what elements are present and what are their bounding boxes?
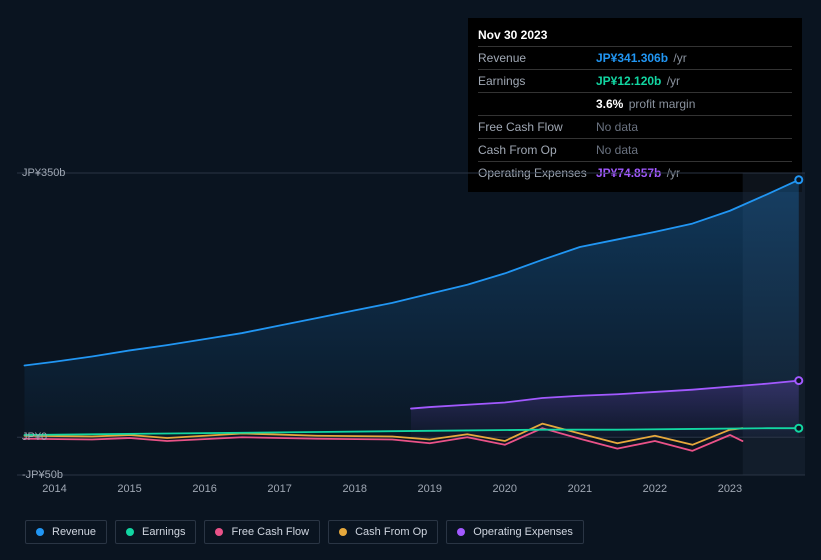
tooltip-row: RevenueJP¥341.306b /yr	[478, 47, 792, 70]
x-axis-label: 2018	[342, 483, 366, 495]
legend-label: Cash From Op	[355, 526, 427, 538]
legend-dot-icon	[126, 528, 134, 536]
x-axis-label: 2022	[643, 483, 667, 495]
tooltip-row-value: JP¥341.306b /yr	[596, 51, 687, 65]
legend-label: Earnings	[142, 526, 185, 538]
legend-dot-icon	[36, 528, 44, 536]
tooltip-row-label	[478, 97, 596, 111]
tooltip-row-value: 3.6% profit margin	[596, 97, 695, 111]
legend-item[interactable]: Revenue	[25, 520, 107, 544]
x-axis-label: 2023	[718, 483, 742, 495]
tooltip-row: Cash From OpNo data	[478, 139, 792, 162]
legend-item[interactable]: Cash From Op	[328, 520, 438, 544]
tooltip-row-value: JP¥12.120b /yr	[596, 74, 680, 88]
legend-dot-icon	[339, 528, 347, 536]
legend-label: Revenue	[52, 526, 96, 538]
legend-item[interactable]: Earnings	[115, 520, 196, 544]
tooltip-row-label: Earnings	[478, 74, 596, 88]
x-axis-label: 2021	[568, 483, 592, 495]
x-axis-label: 2017	[267, 483, 291, 495]
tooltip-date: Nov 30 2023	[478, 24, 792, 47]
legend-item[interactable]: Free Cash Flow	[204, 520, 320, 544]
tooltip-row: Free Cash FlowNo data	[478, 116, 792, 139]
tooltip-row: 3.6% profit margin	[478, 93, 792, 116]
tooltip-row-label: Revenue	[478, 51, 596, 65]
chart-svg	[17, 160, 805, 500]
legend-item[interactable]: Operating Expenses	[446, 520, 584, 544]
x-axis-label: 2020	[493, 483, 517, 495]
y-axis-label: -JP¥50b	[22, 469, 63, 481]
chart-container: Nov 30 2023 RevenueJP¥341.306b /yrEarnin…	[0, 0, 821, 560]
y-axis-label: JP¥350b	[22, 167, 65, 179]
tooltip-row-value: No data	[596, 143, 638, 157]
legend-label: Operating Expenses	[473, 526, 573, 538]
legend-dot-icon	[215, 528, 223, 536]
x-axis-label: 2014	[42, 483, 66, 495]
x-axis-label: 2019	[418, 483, 442, 495]
tooltip-row-value: No data	[596, 120, 638, 134]
tooltip-row-label: Cash From Op	[478, 143, 596, 157]
x-axis-label: 2016	[192, 483, 216, 495]
x-axis-label: 2015	[117, 483, 141, 495]
chart-legend: Revenue Earnings Free Cash Flow Cash From O…	[25, 520, 584, 544]
chart-plot-area	[17, 160, 805, 500]
tooltip-row: EarningsJP¥12.120b /yr	[478, 70, 792, 93]
tooltip-row-label: Free Cash Flow	[478, 120, 596, 134]
legend-dot-icon	[457, 528, 465, 536]
y-axis-label: JP¥0	[22, 431, 47, 443]
legend-label: Free Cash Flow	[231, 526, 309, 538]
